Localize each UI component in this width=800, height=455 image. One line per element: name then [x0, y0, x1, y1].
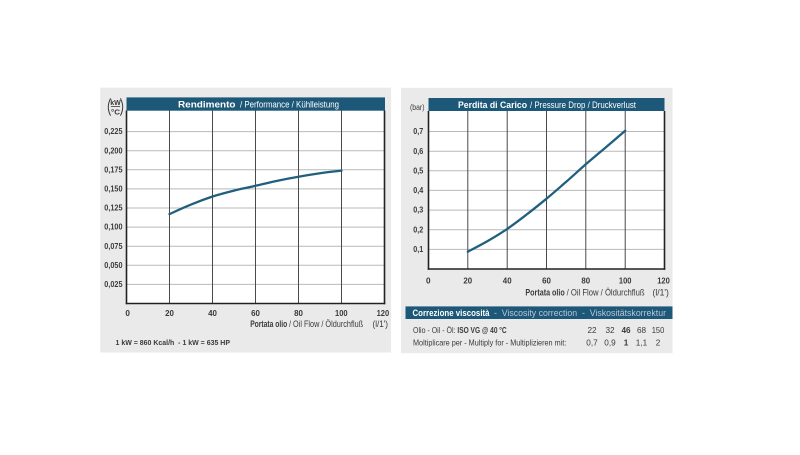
svg-text:Perdita di Carico: Perdita di Carico [458, 100, 527, 110]
svg-text:ISO VG @ 40 °C: ISO VG @ 40 °C [457, 326, 506, 335]
svg-text:32: 32 [605, 326, 615, 335]
svg-text:0,5: 0,5 [413, 166, 423, 175]
svg-text:0,075: 0,075 [104, 242, 123, 251]
svg-text:120: 120 [657, 276, 670, 285]
svg-text:/ Oil Flow / Öldurchfluß: / Oil Flow / Öldurchfluß [567, 287, 645, 297]
svg-text:(l/1'): (l/1') [373, 319, 389, 329]
svg-text:0,6: 0,6 [413, 147, 423, 156]
svg-text:/ Oil Flow / Öldurchfluß: / Oil Flow / Öldurchfluß [289, 319, 363, 329]
svg-text:60: 60 [251, 309, 260, 318]
svg-text:0,150: 0,150 [104, 185, 123, 194]
svg-text:0,2: 0,2 [413, 225, 423, 234]
svg-text:0,100: 0,100 [104, 223, 123, 232]
svg-text:68: 68 [637, 326, 647, 335]
svg-text:Portata olio: Portata olio [525, 287, 565, 297]
svg-text:Rendimento: Rendimento [178, 100, 236, 110]
svg-text:Correzione viscosità: Correzione viscosità [413, 308, 491, 318]
svg-text:0,050: 0,050 [104, 261, 123, 270]
svg-text:80: 80 [294, 309, 303, 318]
svg-text:°C: °C [111, 109, 120, 117]
svg-text:0,125: 0,125 [104, 204, 123, 213]
svg-text:40: 40 [208, 309, 217, 318]
svg-text:2: 2 [656, 339, 661, 348]
svg-text:60: 60 [542, 276, 551, 285]
svg-text:kW: kW [110, 100, 121, 107]
svg-text:1,1: 1,1 [636, 339, 648, 348]
svg-text:0,9: 0,9 [604, 339, 616, 348]
svg-text:(bar): (bar) [410, 103, 425, 112]
svg-text:100: 100 [619, 276, 632, 285]
svg-text:22: 22 [587, 326, 597, 335]
svg-text:Olio - Oil - Öl:: Olio - Oil - Öl: [413, 325, 456, 335]
svg-text:20: 20 [463, 276, 472, 285]
svg-text:0,025: 0,025 [104, 280, 123, 289]
svg-text:0: 0 [426, 276, 431, 285]
svg-text:0,3: 0,3 [413, 206, 423, 215]
svg-text:120: 120 [377, 309, 390, 318]
svg-text:0,4: 0,4 [413, 186, 423, 195]
svg-text:80: 80 [581, 276, 590, 285]
svg-text:0,7: 0,7 [586, 339, 598, 348]
svg-text:40: 40 [503, 276, 512, 285]
svg-text:Moltiplicare per - Multiply fo: Moltiplicare per - Multiply for - Multip… [413, 339, 566, 348]
svg-text:0,175: 0,175 [104, 165, 123, 174]
svg-text:20: 20 [165, 309, 174, 318]
svg-text:150: 150 [652, 326, 665, 335]
svg-text:0,7: 0,7 [413, 127, 423, 136]
svg-text:0: 0 [125, 309, 130, 318]
svg-text:- Viscosity correction - Vi: - Viscosity correction - Viskositätskorr… [494, 308, 666, 318]
svg-text:/ Pressure Drop / Druckverlust: / Pressure Drop / Druckverlust [530, 100, 636, 110]
svg-text:0,200: 0,200 [104, 146, 123, 155]
svg-text:0,1: 0,1 [413, 245, 423, 254]
svg-text:1 kW = 860 Kcal/h - 1 kW = 63: 1 kW = 860 Kcal/h - 1 kW = 635 HP [116, 338, 231, 347]
svg-text:1: 1 [624, 339, 629, 348]
svg-text:/ Performance / Kühlleistung: / Performance / Kühlleistung [240, 100, 339, 110]
svg-text:0,225: 0,225 [104, 127, 123, 136]
svg-text:100: 100 [335, 309, 348, 318]
svg-text:Portata olio: Portata olio [250, 319, 287, 329]
svg-text:(l/1'): (l/1') [653, 287, 669, 297]
svg-text:46: 46 [621, 326, 631, 335]
